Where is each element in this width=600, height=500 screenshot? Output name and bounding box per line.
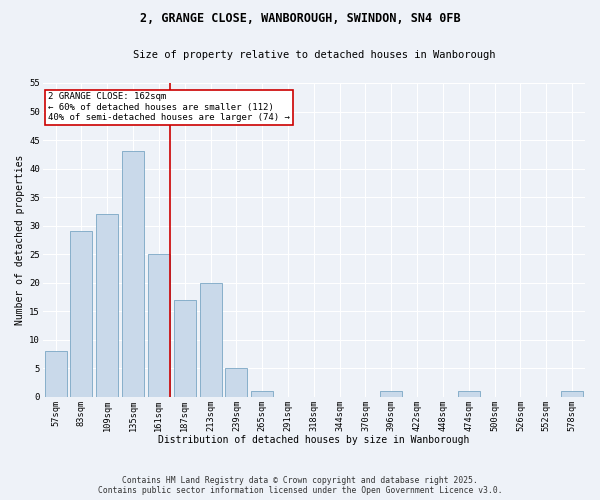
Text: 2 GRANGE CLOSE: 162sqm
← 60% of detached houses are smaller (112)
40% of semi-de: 2 GRANGE CLOSE: 162sqm ← 60% of detached…	[48, 92, 290, 122]
Bar	[200, 282, 221, 397]
Bar	[44, 351, 67, 397]
Bar	[96, 214, 118, 396]
Title: Size of property relative to detached houses in Wanborough: Size of property relative to detached ho…	[133, 50, 495, 60]
Bar	[148, 254, 170, 396]
Bar	[458, 391, 480, 396]
Bar	[561, 391, 583, 396]
Y-axis label: Number of detached properties: Number of detached properties	[15, 154, 25, 325]
Bar	[226, 368, 247, 396]
Bar	[380, 391, 402, 396]
Bar	[174, 300, 196, 396]
Bar	[70, 231, 92, 396]
Text: 2, GRANGE CLOSE, WANBOROUGH, SWINDON, SN4 0FB: 2, GRANGE CLOSE, WANBOROUGH, SWINDON, SN…	[140, 12, 460, 26]
Bar	[122, 152, 144, 396]
X-axis label: Distribution of detached houses by size in Wanborough: Distribution of detached houses by size …	[158, 435, 470, 445]
Bar	[251, 391, 273, 396]
Text: Contains HM Land Registry data © Crown copyright and database right 2025.
Contai: Contains HM Land Registry data © Crown c…	[98, 476, 502, 495]
